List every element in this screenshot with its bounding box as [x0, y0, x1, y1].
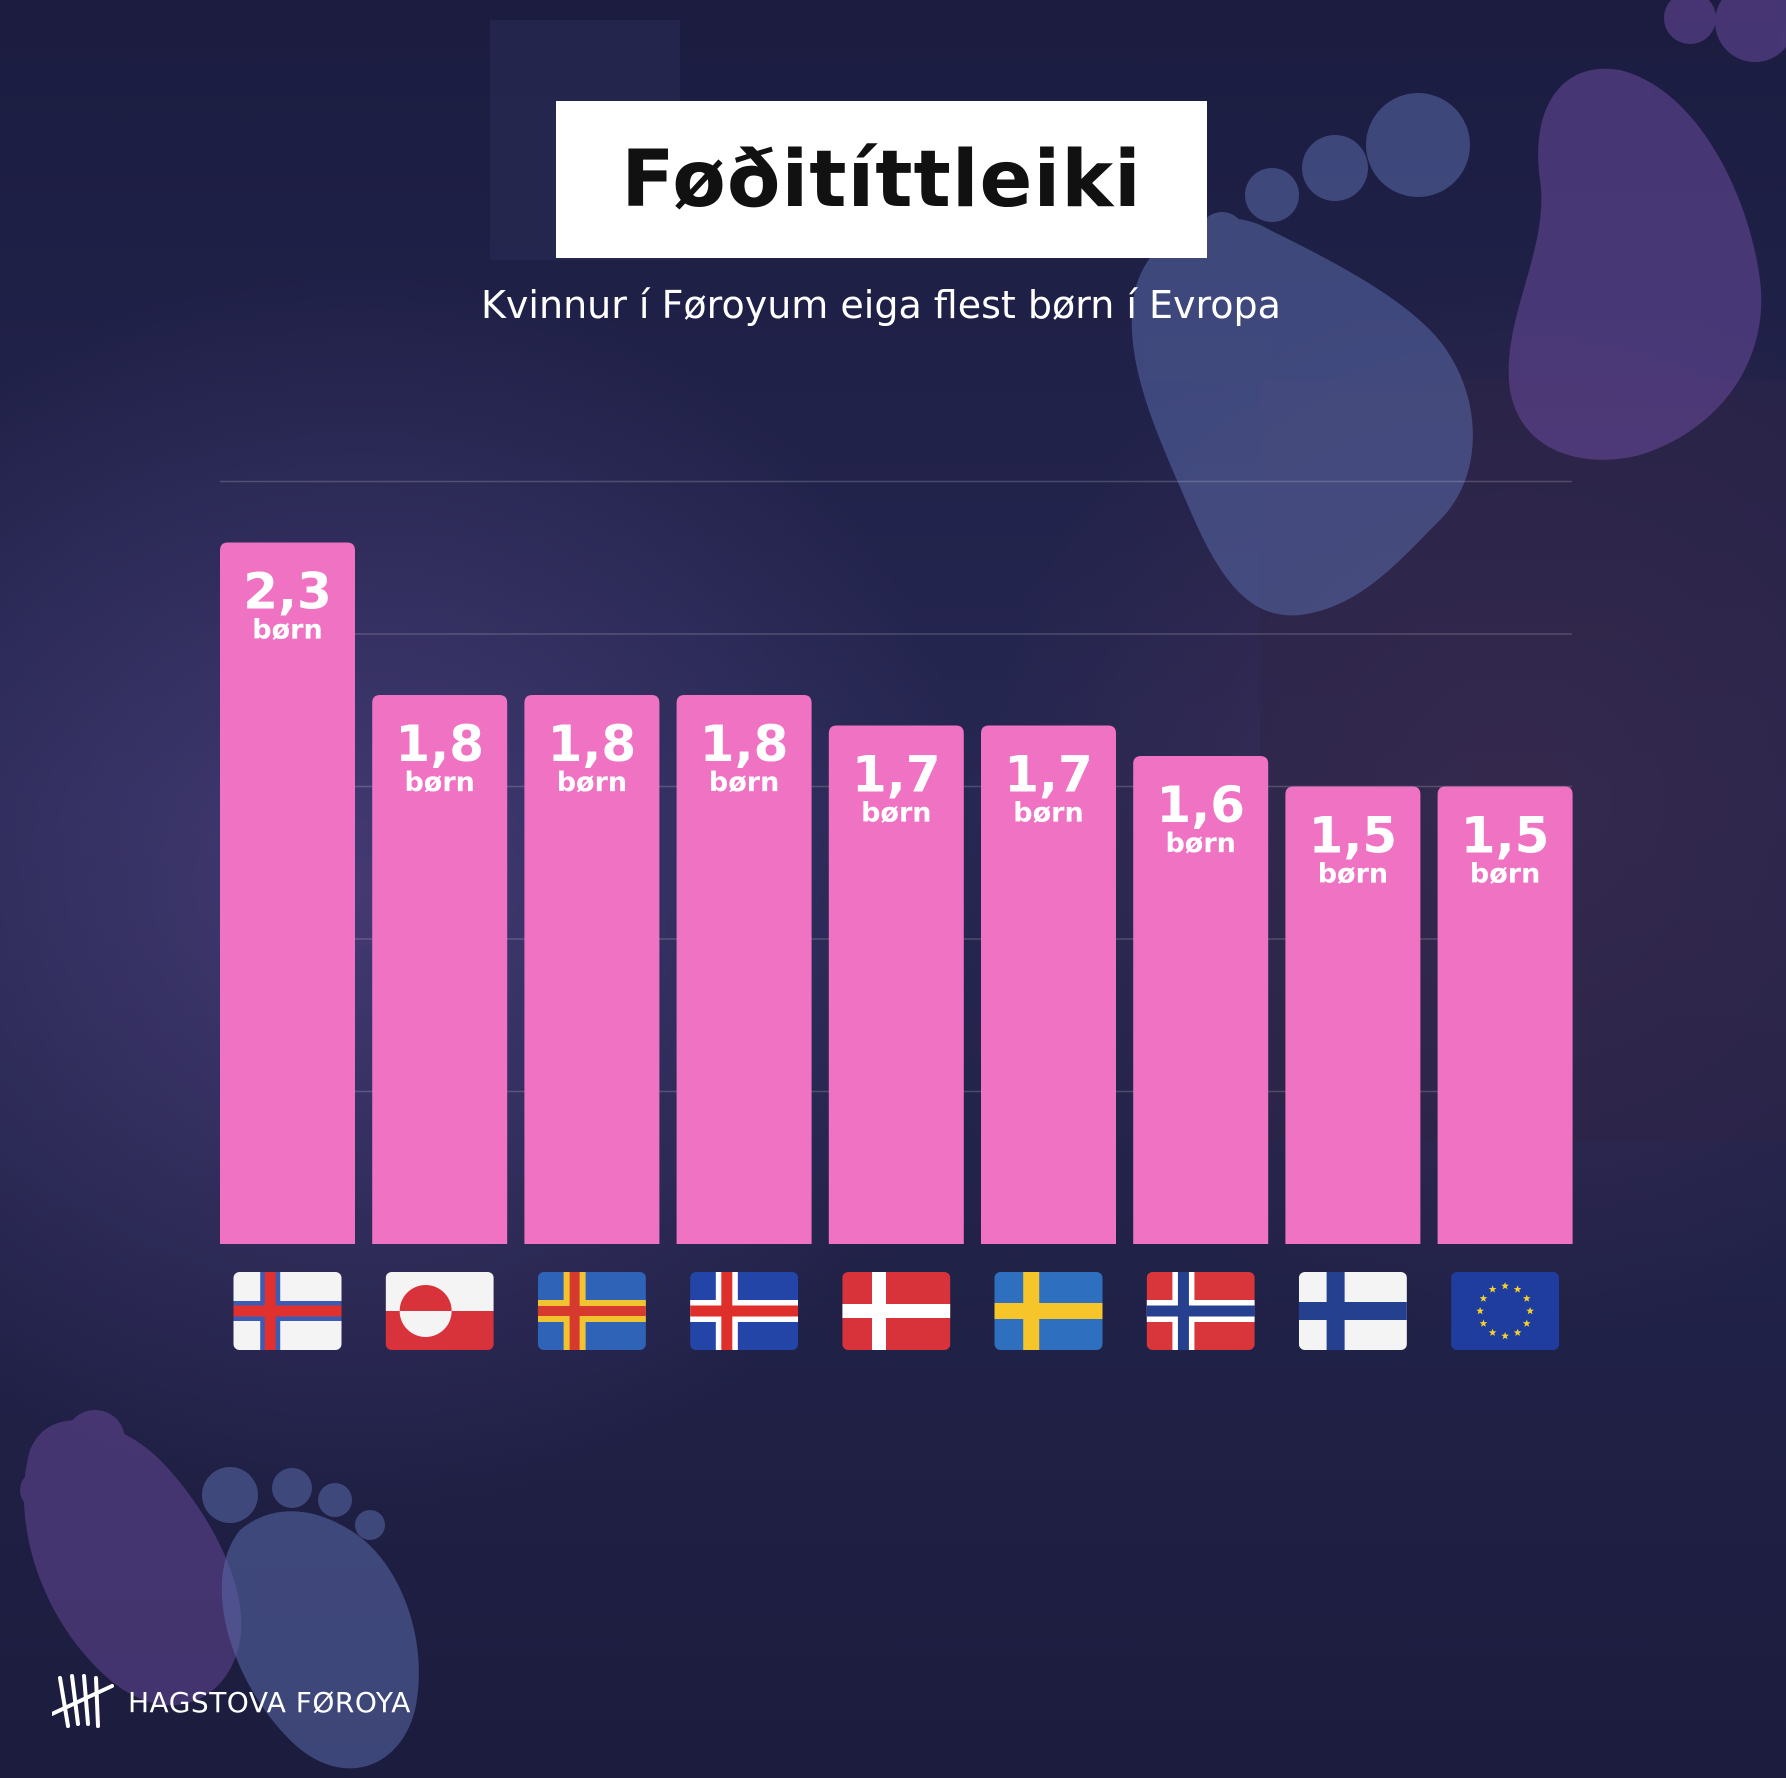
bar [1437, 786, 1573, 1244]
sweden-flag-icon [994, 1272, 1103, 1350]
bar-value-label: 1,5 [1309, 807, 1398, 865]
bar [1133, 756, 1269, 1244]
brand-name: HAGSTOVA FØROYA [128, 1685, 411, 1719]
bar-value-label: 1,8 [700, 715, 789, 773]
bar-unit-label: børn [1470, 859, 1540, 890]
bar [372, 695, 508, 1244]
denmark-flag-icon [842, 1272, 951, 1350]
bar-unit-label: børn [252, 615, 322, 646]
footprint-top-right-blue [1131, 93, 1473, 616]
bar [981, 725, 1116, 1244]
greenland-flag-icon [385, 1272, 494, 1350]
bar-unit-label: børn [1013, 798, 1083, 829]
bar-unit-label: børn [1318, 859, 1388, 890]
eu-flag-icon [1451, 1272, 1560, 1350]
bar-unit-label: børn [557, 767, 627, 798]
bar-value-label: 1,8 [548, 715, 637, 773]
finland-flag-icon [1298, 1272, 1407, 1350]
bar-value-label: 1,8 [395, 715, 484, 773]
aland-flag-icon [537, 1272, 646, 1350]
norway-flag-icon [1146, 1272, 1255, 1350]
page-title: Føðitíttleiki [621, 134, 1142, 225]
iceland-flag-icon [690, 1272, 799, 1350]
footprint-bottom-left-blue [202, 1467, 419, 1769]
bar-value-label: 2,3 [243, 563, 332, 621]
bar-value-label: 1,7 [852, 746, 941, 804]
brand-footer: HAGSTOVA FØROYA [52, 1672, 411, 1732]
title-box: Føðitíttleiki [556, 101, 1207, 258]
footprint-bottom-left-purple [20, 1410, 242, 1706]
bar [220, 542, 355, 1244]
tally-marks-logo-icon [52, 1674, 114, 1728]
faroe-islands-flag-icon [233, 1272, 342, 1350]
bar-unit-label: børn [861, 798, 931, 829]
bar [828, 725, 964, 1244]
bar [676, 695, 812, 1244]
bar-unit-label: børn [404, 767, 474, 798]
bar-unit-label: børn [709, 767, 779, 798]
bar-unit-label: børn [1165, 828, 1235, 859]
bar-value-label: 1,6 [1156, 776, 1245, 834]
bar [524, 695, 660, 1244]
footprint-top-right-purple [1508, 0, 1786, 460]
bar [1285, 786, 1421, 1244]
bar-value-label: 1,5 [1461, 807, 1550, 865]
bar-value-label: 1,7 [1004, 746, 1093, 804]
page-subtitle: Kvinnur í Føroyum eiga flest børn í Evro… [481, 283, 1281, 327]
